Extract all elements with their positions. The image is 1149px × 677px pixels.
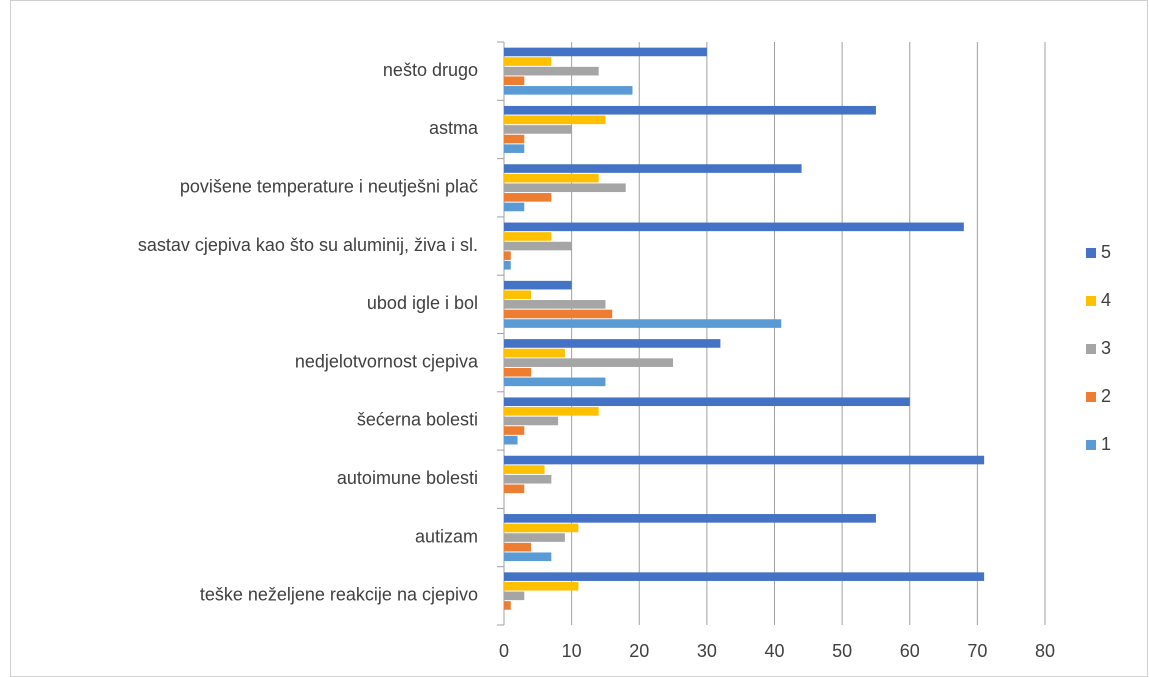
bar	[504, 484, 525, 494]
bar	[504, 260, 511, 270]
bar	[504, 367, 532, 377]
bar	[504, 348, 565, 358]
bar	[504, 144, 525, 153]
legend-label: 3	[1101, 338, 1111, 358]
bar	[504, 251, 511, 260]
bar	[504, 358, 674, 367]
y-tick-label: šećerna bolesti	[357, 410, 478, 430]
bar	[504, 309, 613, 319]
bar	[504, 455, 985, 465]
y-tick-label: teške neželjene reakcije na cjepivo	[200, 585, 478, 605]
bar	[504, 290, 532, 300]
bar	[504, 202, 525, 212]
bar	[504, 572, 985, 581]
bar	[504, 339, 721, 348]
bar	[504, 581, 579, 591]
bar	[504, 164, 802, 173]
bar	[504, 300, 606, 309]
x-tick-label: 10	[562, 641, 582, 661]
legend-swatch	[1086, 296, 1096, 306]
x-tick-label: 20	[629, 641, 649, 661]
bar	[504, 241, 572, 251]
legend-swatch	[1086, 344, 1096, 354]
bar	[504, 86, 633, 95]
bar	[504, 377, 606, 387]
legend-label: 5	[1101, 242, 1111, 262]
bar	[504, 474, 552, 484]
legend-swatch	[1086, 392, 1096, 402]
x-tick-label: 80	[1035, 641, 1055, 661]
bar	[504, 552, 552, 562]
x-tick-label: 70	[967, 641, 987, 661]
bar	[504, 47, 707, 57]
y-tick-label: povišene temperature i neutješni plač	[180, 177, 478, 197]
bar	[504, 435, 518, 445]
bar	[504, 222, 964, 232]
bar	[504, 125, 572, 134]
x-tick-label: 40	[764, 641, 784, 661]
y-tick-label: autizam	[415, 526, 478, 546]
bar	[504, 514, 876, 523]
y-tick-label: astma	[429, 118, 479, 138]
bar	[504, 193, 552, 202]
bar	[504, 232, 552, 241]
legend-label: 1	[1101, 434, 1111, 454]
bar	[504, 426, 525, 435]
bar	[504, 115, 606, 125]
x-tick-label: 50	[832, 641, 852, 661]
legend-label: 4	[1101, 290, 1111, 310]
legend-swatch	[1086, 440, 1096, 450]
bar	[504, 319, 782, 328]
bar	[504, 591, 525, 601]
x-tick-label: 30	[697, 641, 717, 661]
bar	[504, 601, 511, 610]
bar	[504, 183, 626, 193]
bar	[504, 280, 572, 290]
y-tick-label: nešto drugo	[383, 60, 478, 80]
bar	[504, 134, 525, 144]
bar	[504, 105, 876, 115]
legend-label: 2	[1101, 386, 1111, 406]
bar	[504, 397, 910, 407]
y-tick-label: sastav cjepiva kao što su aluminij, živa…	[138, 235, 478, 255]
bar	[504, 407, 599, 416]
legend-swatch	[1086, 248, 1096, 258]
bar	[504, 66, 599, 76]
bar	[504, 173, 599, 183]
bar	[504, 523, 579, 533]
y-tick-label: autoimune bolesti	[337, 468, 478, 488]
bar	[504, 57, 552, 66]
bar	[504, 465, 545, 474]
bar	[504, 542, 532, 552]
y-tick-label: ubod igle i bol	[367, 293, 478, 313]
bar	[504, 533, 565, 542]
x-tick-label: 60	[900, 641, 920, 661]
bar	[504, 416, 559, 426]
bar	[504, 76, 525, 86]
x-tick-label: 0	[499, 641, 509, 661]
y-tick-label: nedjelotvornost cjepiva	[295, 351, 479, 371]
